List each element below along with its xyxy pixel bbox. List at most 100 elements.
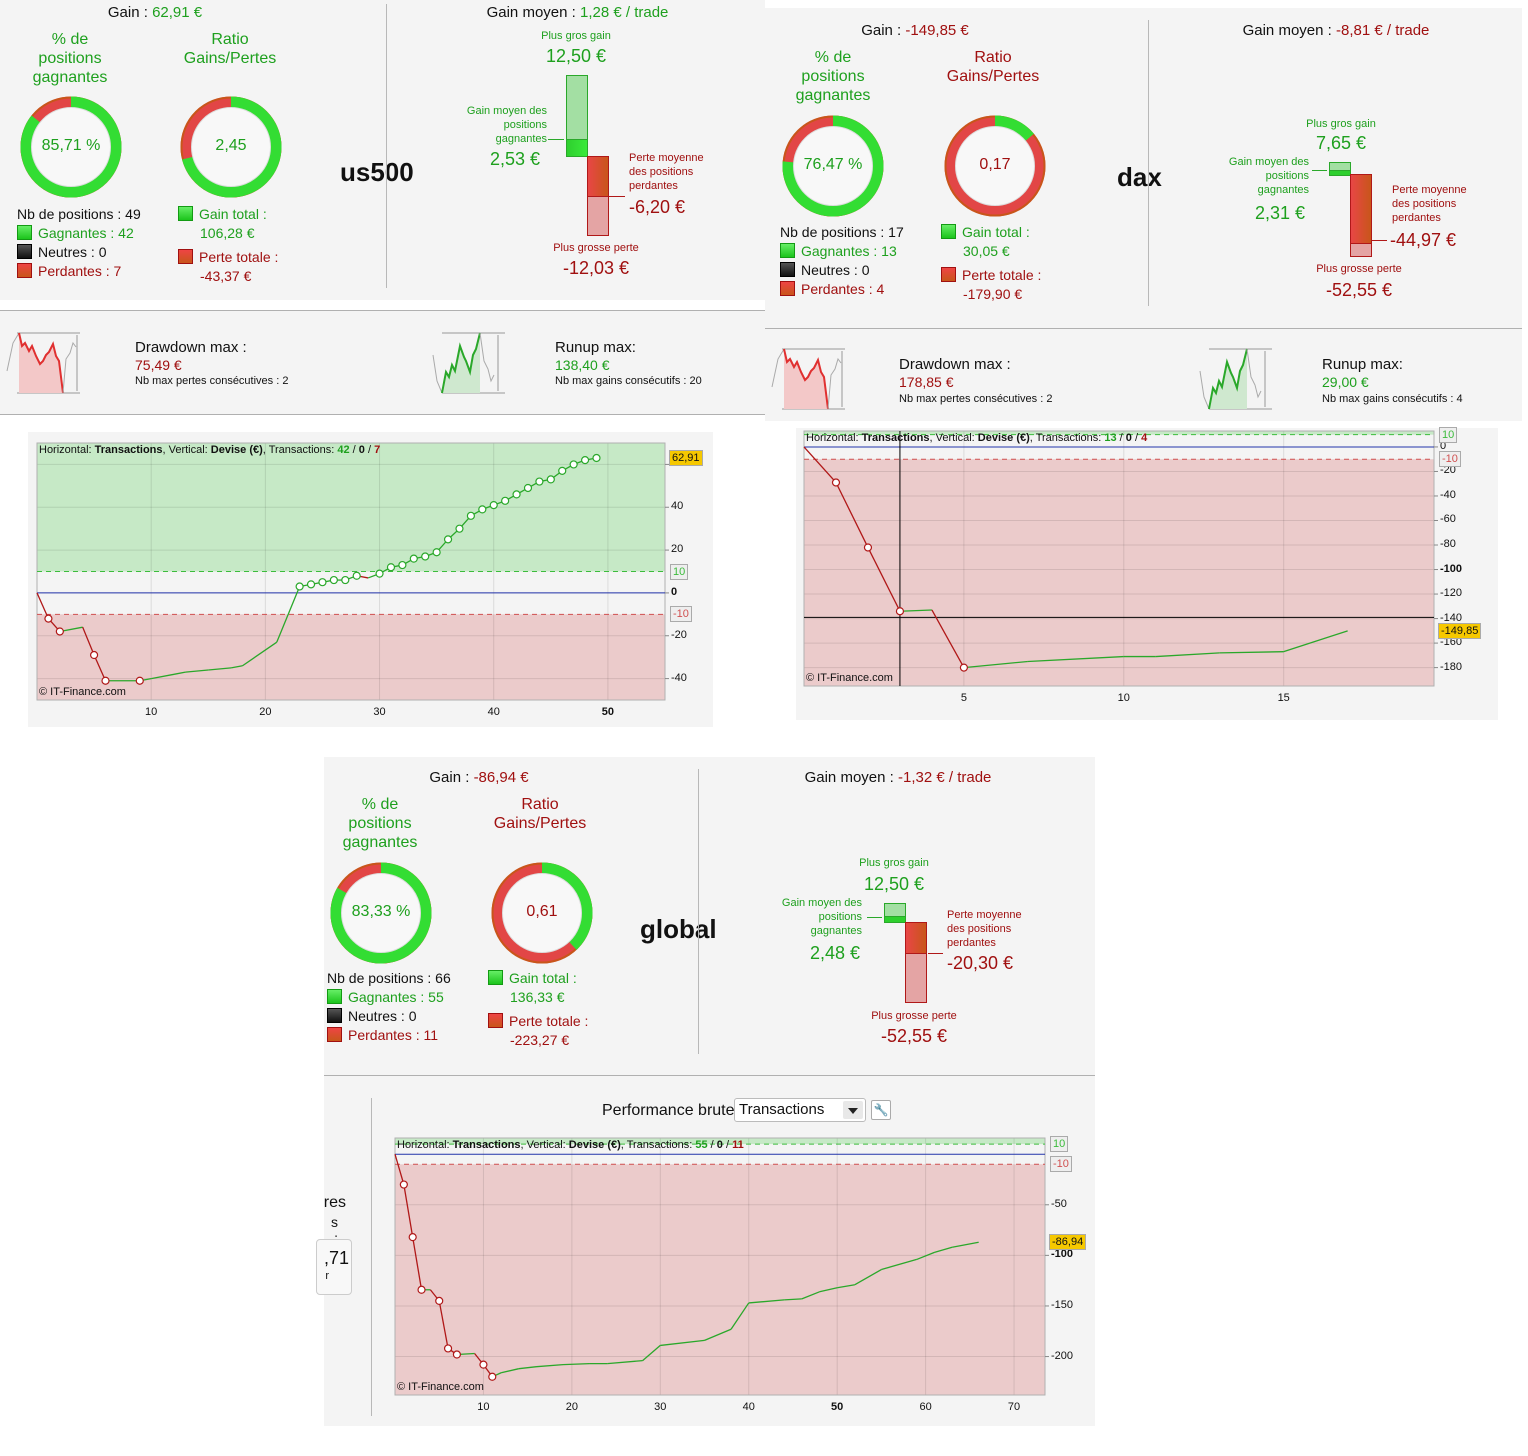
pct-title-line: % de bbox=[361, 796, 399, 813]
spark-post bbox=[479, 332, 495, 383]
pct-title-line: gagnantes bbox=[32, 69, 108, 86]
perte-box bbox=[1350, 243, 1372, 257]
equity-segment bbox=[403, 1184, 414, 1238]
wrench-icon[interactable]: 🔧 bbox=[871, 1100, 891, 1120]
red-swatch-icon bbox=[178, 249, 193, 264]
legend-perdantes: Perdantes : 7 bbox=[17, 262, 141, 281]
data-point bbox=[535, 477, 544, 486]
pct-donut bbox=[330, 862, 432, 964]
donut-win-arc bbox=[541, 862, 593, 950]
y-tick-label: -60 bbox=[1440, 513, 1456, 526]
pct-title-line: % de bbox=[51, 31, 89, 48]
equity-segment bbox=[242, 641, 278, 667]
label-line: Gain moyen des bbox=[781, 897, 862, 909]
dax-drawdown-strip: Drawdown max : 178,85 € Nb max pertes co… bbox=[765, 329, 1522, 421]
gain-moyen-value: -1,32 € / trade bbox=[898, 769, 991, 786]
gain-total-label: Gain total : bbox=[962, 224, 1030, 240]
data-point bbox=[863, 543, 873, 552]
perte-box bbox=[587, 196, 609, 236]
equity-segment bbox=[854, 1268, 882, 1286]
gain-total-label: Gain total : bbox=[509, 970, 577, 986]
red-swatch-icon bbox=[488, 1013, 503, 1028]
performance-select[interactable]: Transactions bbox=[734, 1098, 866, 1122]
gain-moyen-pos-value: 2,48 € bbox=[810, 943, 861, 963]
equity-segment bbox=[1219, 651, 1284, 654]
legend-neutres: Neutres : 0 bbox=[780, 261, 904, 280]
instrument-title: global bbox=[640, 914, 717, 944]
chart-header-part: Horizontal: bbox=[397, 1139, 453, 1151]
lower-threshold-badge: -10 bbox=[1439, 451, 1461, 468]
data-point bbox=[375, 569, 384, 578]
max-pertes-label: Nb max pertes consécutives : bbox=[899, 393, 1047, 405]
gain-moyen-amount: -8,81 € bbox=[1335, 22, 1383, 39]
y-tick-label: 40 bbox=[671, 500, 684, 513]
gain-moyen-pos-value: 2,31 € bbox=[1255, 203, 1306, 223]
equity-segment bbox=[837, 1284, 855, 1289]
y-tick-label: -150 bbox=[1051, 1298, 1074, 1311]
x-tick-label: 10 bbox=[477, 1401, 490, 1413]
us500-stats-panel: Gain : 62,91 € % de positions gagnantes … bbox=[0, 0, 765, 300]
data-point bbox=[558, 466, 567, 475]
global-stats-panel: Gain : -86,94 € % de positions gagnantes… bbox=[324, 757, 1095, 1075]
x-tick-label: 5 bbox=[960, 692, 967, 704]
label-line: positions bbox=[1265, 170, 1309, 182]
label-line: gagnantes bbox=[495, 133, 547, 145]
equity-segment bbox=[704, 1328, 732, 1341]
perte-moyenne-value: -6,20 € bbox=[629, 197, 686, 217]
chart-header-part: 4 bbox=[1141, 432, 1148, 444]
x-tick-label: 60 bbox=[919, 1401, 932, 1413]
gain-zone bbox=[804, 431, 1434, 435]
perte-totale-row: Perte totale : bbox=[178, 248, 278, 267]
pct-donut-value: 83,33 % bbox=[351, 903, 411, 920]
pct-title-line: % de bbox=[814, 49, 852, 66]
last-value-badge: -86,94 bbox=[1049, 1234, 1087, 1251]
plus-grosse-perte-label: Plus grosse perte bbox=[871, 1010, 957, 1022]
y-tick-label: -100 bbox=[1051, 1248, 1074, 1261]
chevron-down-icon[interactable] bbox=[843, 1101, 863, 1119]
lower-threshold-badge: -10 bbox=[670, 606, 692, 623]
data-point bbox=[352, 571, 361, 580]
spark-pre bbox=[1199, 370, 1210, 410]
gain-moyen-summary: Gain moyen : -8,81 € / trade bbox=[1150, 22, 1522, 39]
ratio-title-line: Gains/Pertes bbox=[183, 50, 277, 67]
pct-donut-value: 76,47 % bbox=[803, 156, 863, 173]
red-swatch-icon bbox=[327, 1027, 342, 1042]
pct-donut-value: 85,71 % bbox=[41, 137, 101, 154]
pct-donut bbox=[20, 96, 122, 198]
spark-fill bbox=[1209, 349, 1247, 409]
donut-win-arc bbox=[782, 115, 884, 217]
runup-value: 138,40 € bbox=[555, 357, 610, 373]
gain-moyen-summary: Gain moyen : -1,32 € / trade bbox=[701, 769, 1095, 786]
equity-segment bbox=[642, 1344, 661, 1362]
pct-title: % de positions gagnantes bbox=[773, 48, 893, 105]
divider bbox=[386, 4, 387, 288]
max-gains-value: 4 bbox=[1456, 393, 1463, 405]
neutres-label: Neutres : 0 bbox=[38, 244, 107, 260]
data-point bbox=[479, 1360, 488, 1369]
perte-box bbox=[905, 953, 927, 1003]
y-tick-label: -200 bbox=[1051, 1349, 1074, 1362]
donut-hole bbox=[191, 107, 271, 187]
max-gains: Nb max gains consécutifs : 4 bbox=[1322, 393, 1463, 405]
spark-line bbox=[783, 348, 829, 410]
donut-hole bbox=[955, 126, 1035, 206]
perte-totale-label: Perte totale : bbox=[962, 267, 1042, 283]
perte-totale-value: -43,37 € bbox=[200, 268, 252, 284]
donut-win-arc bbox=[994, 115, 1034, 142]
x-tick-label: 50 bbox=[601, 706, 615, 718]
instrument-title: us500 bbox=[340, 157, 414, 187]
red-swatch-icon bbox=[941, 267, 956, 282]
equity-segment bbox=[230, 665, 243, 669]
equity-segment bbox=[1155, 652, 1220, 658]
copyright-label: © IT-Finance.com bbox=[39, 686, 126, 698]
chart-header-part: Transactions bbox=[452, 1139, 521, 1151]
ratio-title: Ratio Gains/Pertes bbox=[480, 795, 600, 833]
gain-zone bbox=[395, 1138, 1045, 1145]
label-line: perdantes bbox=[629, 180, 678, 192]
y-tick-label: -140 bbox=[1440, 611, 1463, 624]
legend-neutres: Neutres : 0 bbox=[327, 1007, 451, 1026]
perte-moyenne-box bbox=[905, 922, 927, 955]
drawdown-value: 75,49 € bbox=[135, 357, 182, 373]
us500-drawdown-strip: Drawdown max : 75,49 € Nb max pertes con… bbox=[0, 311, 765, 414]
chart-header-part: / bbox=[707, 1139, 717, 1151]
